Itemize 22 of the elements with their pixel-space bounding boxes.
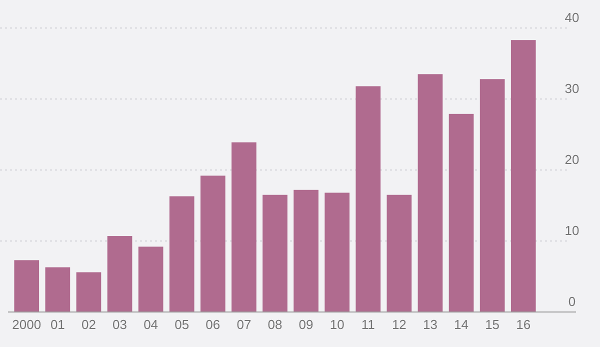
x-tick-label: 02 bbox=[81, 317, 96, 332]
x-tick-label: 13 bbox=[423, 317, 438, 332]
x-tick-label: 12 bbox=[392, 317, 406, 332]
x-tick-label: 16 bbox=[516, 317, 531, 332]
x-tick-label: 06 bbox=[206, 317, 220, 332]
x-tick-label: 09 bbox=[298, 317, 314, 332]
x-tick-label: 2000 bbox=[12, 317, 42, 332]
x-tick-label: 15 bbox=[485, 317, 500, 332]
x-tick-label: 04 bbox=[144, 317, 158, 332]
y-tick-label: 10 bbox=[564, 223, 580, 238]
y-tick-label: 20 bbox=[564, 152, 580, 167]
y-tick-label: 40 bbox=[564, 10, 580, 25]
x-tick-label: 08 bbox=[268, 317, 282, 332]
y-tick-label: 30 bbox=[564, 81, 580, 96]
x-tick-label: 01 bbox=[50, 317, 65, 332]
x-tick-label: 05 bbox=[174, 317, 190, 332]
x-tick-label: 07 bbox=[236, 317, 252, 332]
x-tick-label: 14 bbox=[454, 317, 469, 332]
y-tick-label: 0 bbox=[568, 294, 576, 309]
x-tick-label: 11 bbox=[361, 317, 375, 332]
x-tick-label: 03 bbox=[112, 317, 127, 332]
x-tick-label: 10 bbox=[330, 317, 344, 332]
